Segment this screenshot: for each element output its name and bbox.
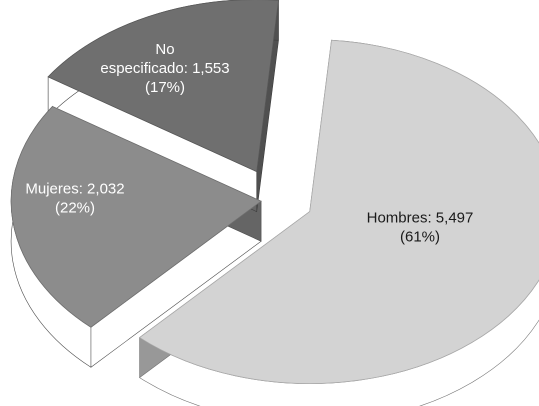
pie-label-layer: Hombres: 5,497 (61%) Mujeres: 2,032 (22%) No… (25, 41, 473, 246)
slice-label-no-especificado: No especificado: 1,553 (17%) (100, 41, 229, 96)
slice-label-line: especificado: 1,553 (100, 60, 229, 77)
pie-top-layer (10, 0, 539, 384)
pie-slice-hombres (138, 39, 539, 384)
slice-label-hombres: Hombres: 5,497 (61%) (367, 210, 474, 246)
slice-label-line: (61%) (400, 229, 440, 246)
slice-label-line: No (155, 41, 174, 58)
slice-label-line: (17%) (145, 79, 185, 96)
slice-label-line: (22%) (55, 200, 95, 217)
pie-slice-no-especificado (47, 0, 279, 173)
pie-slice-mujeres (10, 105, 262, 328)
slice-label-line: Mujeres: 2,032 (25, 181, 124, 198)
slice-label-mujeres: Mujeres: 2,032 (22%) (25, 181, 124, 217)
slice-label-line: Hombres: 5,497 (367, 210, 474, 227)
